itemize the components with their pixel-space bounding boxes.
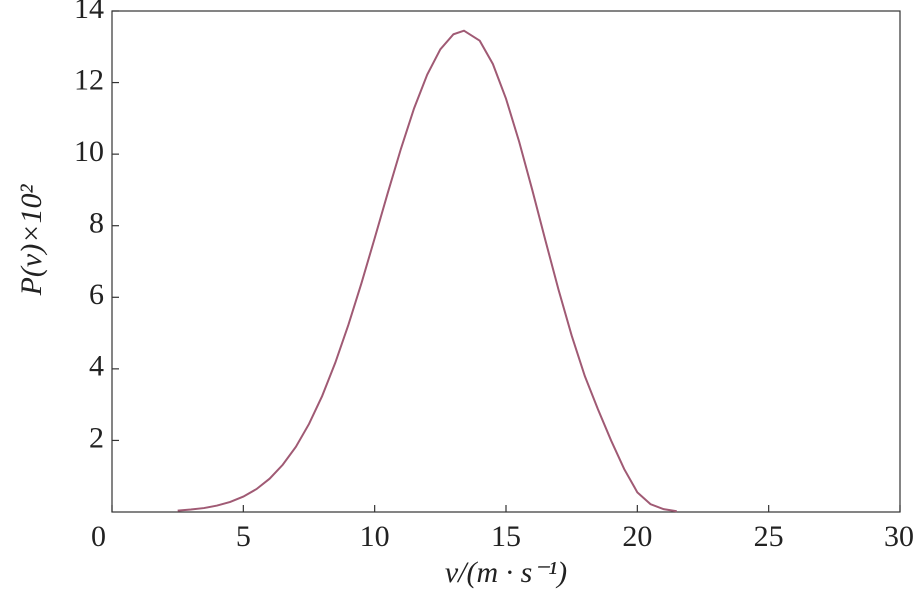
x-tick-label: 30 xyxy=(884,520,914,553)
x-tick-label: 25 xyxy=(754,520,784,553)
y-tick-label: 12 xyxy=(74,63,104,96)
x-tick-label: 20 xyxy=(622,520,652,553)
y-tick-label: 6 xyxy=(89,278,104,311)
data-line xyxy=(177,29,677,513)
x-axis-label: v/(m · s⁻¹) xyxy=(445,556,567,589)
plot-frame xyxy=(111,10,901,513)
y-tick-label: 8 xyxy=(89,207,104,240)
x-tick-label: 10 xyxy=(360,520,390,553)
y-axis-label: P(v)×10² xyxy=(15,184,48,297)
x-tick-label: 0 xyxy=(91,520,106,553)
y-tick-label: 10 xyxy=(74,135,104,168)
y-tick-label: 4 xyxy=(89,350,104,383)
y-tick-label: 14 xyxy=(74,0,104,25)
x-tick-label: 15 xyxy=(491,520,521,553)
x-tick-label: 5 xyxy=(236,520,251,553)
y-tick-label: 2 xyxy=(89,421,104,454)
